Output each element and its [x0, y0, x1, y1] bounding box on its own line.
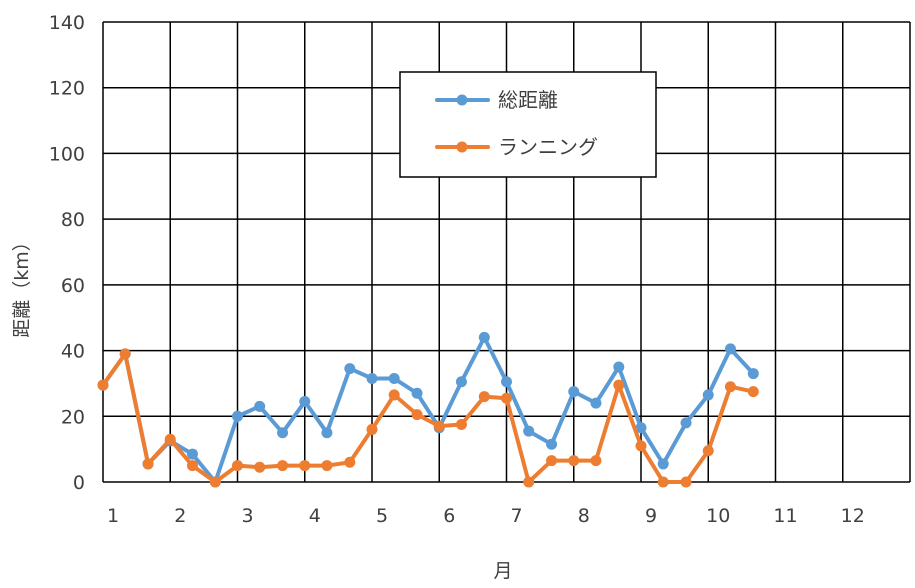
data-point — [277, 427, 289, 439]
data-point — [411, 387, 423, 399]
data-point — [724, 381, 736, 393]
data-point — [702, 445, 714, 457]
x-tick-label: 11 — [773, 505, 797, 527]
x-tick-label: 2 — [174, 505, 186, 527]
data-point — [613, 361, 625, 373]
data-point — [321, 427, 333, 439]
data-point — [254, 461, 266, 473]
data-point — [344, 363, 356, 375]
data-point — [635, 440, 647, 452]
y-tick-label: 20 — [61, 406, 85, 428]
data-point — [724, 343, 736, 355]
data-point — [321, 460, 333, 472]
x-axis-tick-labels: 1 2 3 4 5 6 7 8 9 10 11 12 — [107, 505, 865, 527]
legend-box — [399, 71, 657, 178]
y-tick-label: 100 — [49, 143, 85, 165]
data-point — [119, 348, 131, 360]
data-point — [546, 455, 558, 467]
data-point — [344, 456, 356, 468]
data-point — [388, 373, 400, 384]
data-point — [478, 331, 490, 343]
legend-marker-series-2 — [456, 141, 468, 153]
data-point — [523, 425, 535, 437]
y-tick-label: 80 — [61, 209, 85, 231]
data-point — [97, 379, 109, 391]
data-point — [366, 373, 378, 384]
data-point — [680, 417, 692, 429]
data-point — [590, 455, 602, 467]
data-point — [568, 386, 580, 398]
data-point — [478, 391, 490, 403]
data-point — [546, 438, 558, 450]
data-point — [232, 460, 243, 472]
data-point — [277, 460, 289, 472]
data-point — [142, 458, 154, 470]
data-point — [388, 389, 400, 401]
data-point — [747, 368, 759, 380]
data-point — [186, 448, 198, 460]
data-point — [568, 455, 580, 467]
x-tick-label: 1 — [107, 505, 119, 527]
data-point — [635, 422, 647, 434]
data-point — [455, 419, 467, 430]
data-point — [232, 410, 243, 422]
data-point — [433, 420, 445, 432]
data-point — [186, 460, 198, 472]
data-point — [411, 409, 423, 421]
data-point — [657, 458, 669, 470]
y-tick-label: 120 — [49, 78, 85, 100]
x-axis-title: 月 — [493, 560, 512, 582]
x-tick-label: 4 — [309, 505, 321, 527]
x-tick-label: 9 — [645, 505, 657, 527]
y-tick-label: 60 — [61, 275, 85, 297]
data-point — [501, 376, 512, 388]
data-point — [523, 476, 535, 488]
x-tick-label: 6 — [443, 505, 455, 527]
data-point — [657, 476, 669, 488]
x-tick-label: 7 — [510, 505, 522, 527]
x-tick-label: 10 — [706, 505, 730, 527]
y-tick-label: 40 — [61, 341, 85, 363]
y-axis-tick-labels: 0 20 40 60 80 100 120 140 — [49, 12, 85, 494]
data-point — [590, 397, 602, 409]
data-point — [455, 376, 467, 388]
data-point — [366, 423, 378, 435]
data-point — [209, 476, 221, 488]
legend-label-series-2: ランニング — [498, 135, 598, 159]
y-tick-label: 140 — [49, 12, 85, 34]
data-point — [747, 386, 759, 398]
data-point — [254, 400, 266, 412]
y-axis-title: 距離（km） — [11, 232, 33, 338]
legend: 総距離 ランニング — [399, 71, 657, 178]
x-tick-label: 12 — [841, 505, 865, 527]
data-point — [299, 460, 311, 472]
data-point — [164, 433, 176, 445]
series-line — [101, 335, 756, 484]
data-point — [702, 389, 714, 401]
y-tick-label: 0 — [73, 472, 85, 494]
legend-marker-series-1 — [456, 94, 468, 106]
data-point — [680, 476, 692, 488]
data-point — [299, 396, 311, 407]
series-2 — [97, 348, 759, 488]
data-point — [613, 379, 625, 391]
data-point — [501, 392, 512, 404]
x-tick-label: 5 — [376, 505, 388, 527]
series-layer — [97, 331, 759, 488]
legend-label-series-1: 総距離 — [498, 88, 558, 112]
x-tick-label: 3 — [241, 505, 253, 527]
x-tick-label: 8 — [578, 505, 590, 527]
